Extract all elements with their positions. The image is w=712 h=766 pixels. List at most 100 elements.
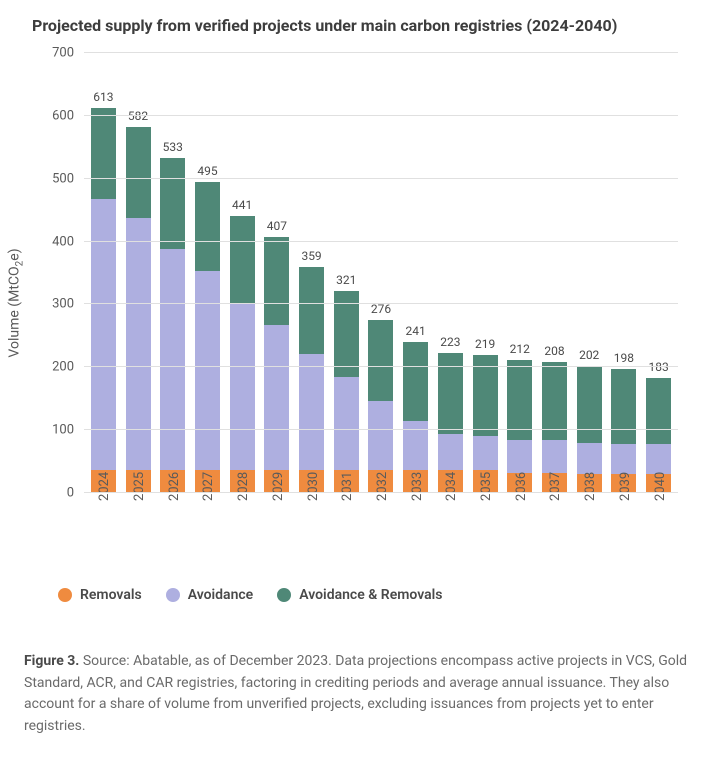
bar-column: 3592030 xyxy=(294,53,329,493)
bar-segment xyxy=(646,378,671,444)
bars-container: 6132024582202553320264952027441202840720… xyxy=(84,53,678,493)
x-tick-label: 2039 xyxy=(618,472,633,501)
legend-swatch xyxy=(58,588,72,602)
y-tick-label: 300 xyxy=(52,297,74,312)
figure-label: Figure 3. xyxy=(24,653,79,669)
bar-segment xyxy=(264,325,289,470)
y-tick-label: 600 xyxy=(52,108,74,123)
bar-total-label: 212 xyxy=(510,342,530,360)
bar-column: 5332026 xyxy=(155,53,190,493)
bar-total-label: 495 xyxy=(197,164,217,182)
grid-line xyxy=(84,241,678,242)
y-tick-label: 400 xyxy=(52,234,74,249)
bar-segment xyxy=(507,360,532,440)
bar-segment xyxy=(299,267,324,354)
grid-line xyxy=(84,429,678,430)
bar-total-label: 533 xyxy=(163,140,183,158)
legend-label: Avoidance & Removals xyxy=(299,587,442,603)
bar xyxy=(299,267,324,493)
bar-total-label: 613 xyxy=(93,90,113,108)
bar-column: 6132024 xyxy=(86,53,121,493)
bar-segment xyxy=(230,303,255,470)
bar xyxy=(195,182,220,493)
grid-line xyxy=(84,52,678,53)
bar-segment xyxy=(368,320,393,401)
y-tick-label: 200 xyxy=(52,360,74,375)
bar-total-label: 441 xyxy=(232,198,252,216)
bar-segment xyxy=(126,218,151,470)
bar-segment xyxy=(160,249,185,470)
bar-segment xyxy=(91,108,116,199)
legend-item: Avoidance & Removals xyxy=(277,587,442,603)
bar-total-label: 223 xyxy=(440,335,460,353)
bar-column: 2022038 xyxy=(572,53,607,493)
bar-segment xyxy=(230,216,255,303)
bar-column: 5822025 xyxy=(121,53,156,493)
bar-segment xyxy=(160,158,185,249)
bar xyxy=(91,108,116,493)
grid-line xyxy=(84,492,678,493)
chart-area: Volume (MtCO2e) 613202458220255332026495… xyxy=(24,43,688,563)
chart-title: Projected supply from verified projects … xyxy=(32,16,688,35)
bar-total-label: 208 xyxy=(544,344,564,362)
x-tick-label: 2040 xyxy=(653,472,668,501)
caption-text: Source: Abatable, as of December 2023. D… xyxy=(24,653,687,734)
bar-segment xyxy=(195,182,220,271)
grid-line xyxy=(84,366,678,367)
legend-swatch xyxy=(277,588,291,602)
legend-swatch xyxy=(166,588,180,602)
bar-segment xyxy=(611,369,636,444)
bar-segment xyxy=(611,444,636,474)
bar-segment xyxy=(577,443,602,474)
page: Projected supply from verified projects … xyxy=(0,0,712,766)
bar-segment xyxy=(473,436,498,470)
bar-column: 1832040 xyxy=(641,53,676,493)
x-tick-label: 2034 xyxy=(444,472,459,501)
bar-column: 2232034 xyxy=(433,53,468,493)
grid-line xyxy=(84,303,678,304)
x-tick-label: 2025 xyxy=(132,472,147,501)
x-tick-label: 2032 xyxy=(375,472,390,501)
bar-column: 2192035 xyxy=(468,53,503,493)
bar-total-label: 183 xyxy=(648,360,668,378)
bar xyxy=(160,158,185,493)
bar xyxy=(126,127,151,493)
bar xyxy=(334,291,359,493)
bar-total-label: 321 xyxy=(336,273,356,291)
bar-column: 3212031 xyxy=(329,53,364,493)
bar-column: 4952027 xyxy=(190,53,225,493)
x-tick-label: 2033 xyxy=(410,472,425,501)
bar-total-label: 359 xyxy=(301,249,321,267)
bar-segment xyxy=(507,440,532,473)
bar-column: 2412033 xyxy=(398,53,433,493)
bar-segment xyxy=(403,342,428,422)
bar-segment xyxy=(542,440,567,473)
bar-segment xyxy=(334,377,359,470)
grid-line xyxy=(84,115,678,116)
bar-segment xyxy=(438,434,463,470)
x-tick-label: 2036 xyxy=(514,472,529,501)
y-axis-title: Volume (MtCO2e) xyxy=(7,248,26,357)
bar-total-label: 219 xyxy=(475,337,495,355)
x-tick-label: 2031 xyxy=(340,472,355,501)
bar xyxy=(368,320,393,493)
x-tick-label: 2028 xyxy=(236,472,251,501)
bar-column: 4412028 xyxy=(225,53,260,493)
bar-column: 2762032 xyxy=(364,53,399,493)
y-tick-label: 0 xyxy=(67,486,74,501)
bar-segment xyxy=(264,237,289,325)
legend-item: Removals xyxy=(58,587,142,603)
legend-item: Avoidance xyxy=(166,587,254,603)
bar-segment xyxy=(195,271,220,470)
x-tick-label: 2037 xyxy=(548,472,563,501)
bar-segment xyxy=(299,354,324,470)
bar-total-label: 241 xyxy=(406,324,426,342)
bar-segment xyxy=(438,353,463,434)
legend: Removals Avoidance Avoidance & Removals xyxy=(58,587,688,603)
grid-line xyxy=(84,178,678,179)
y-tick-label: 700 xyxy=(52,46,74,61)
legend-label: Removals xyxy=(80,587,142,603)
bar xyxy=(264,237,289,493)
bar-total-label: 202 xyxy=(579,348,599,366)
bar-segment xyxy=(577,366,602,443)
